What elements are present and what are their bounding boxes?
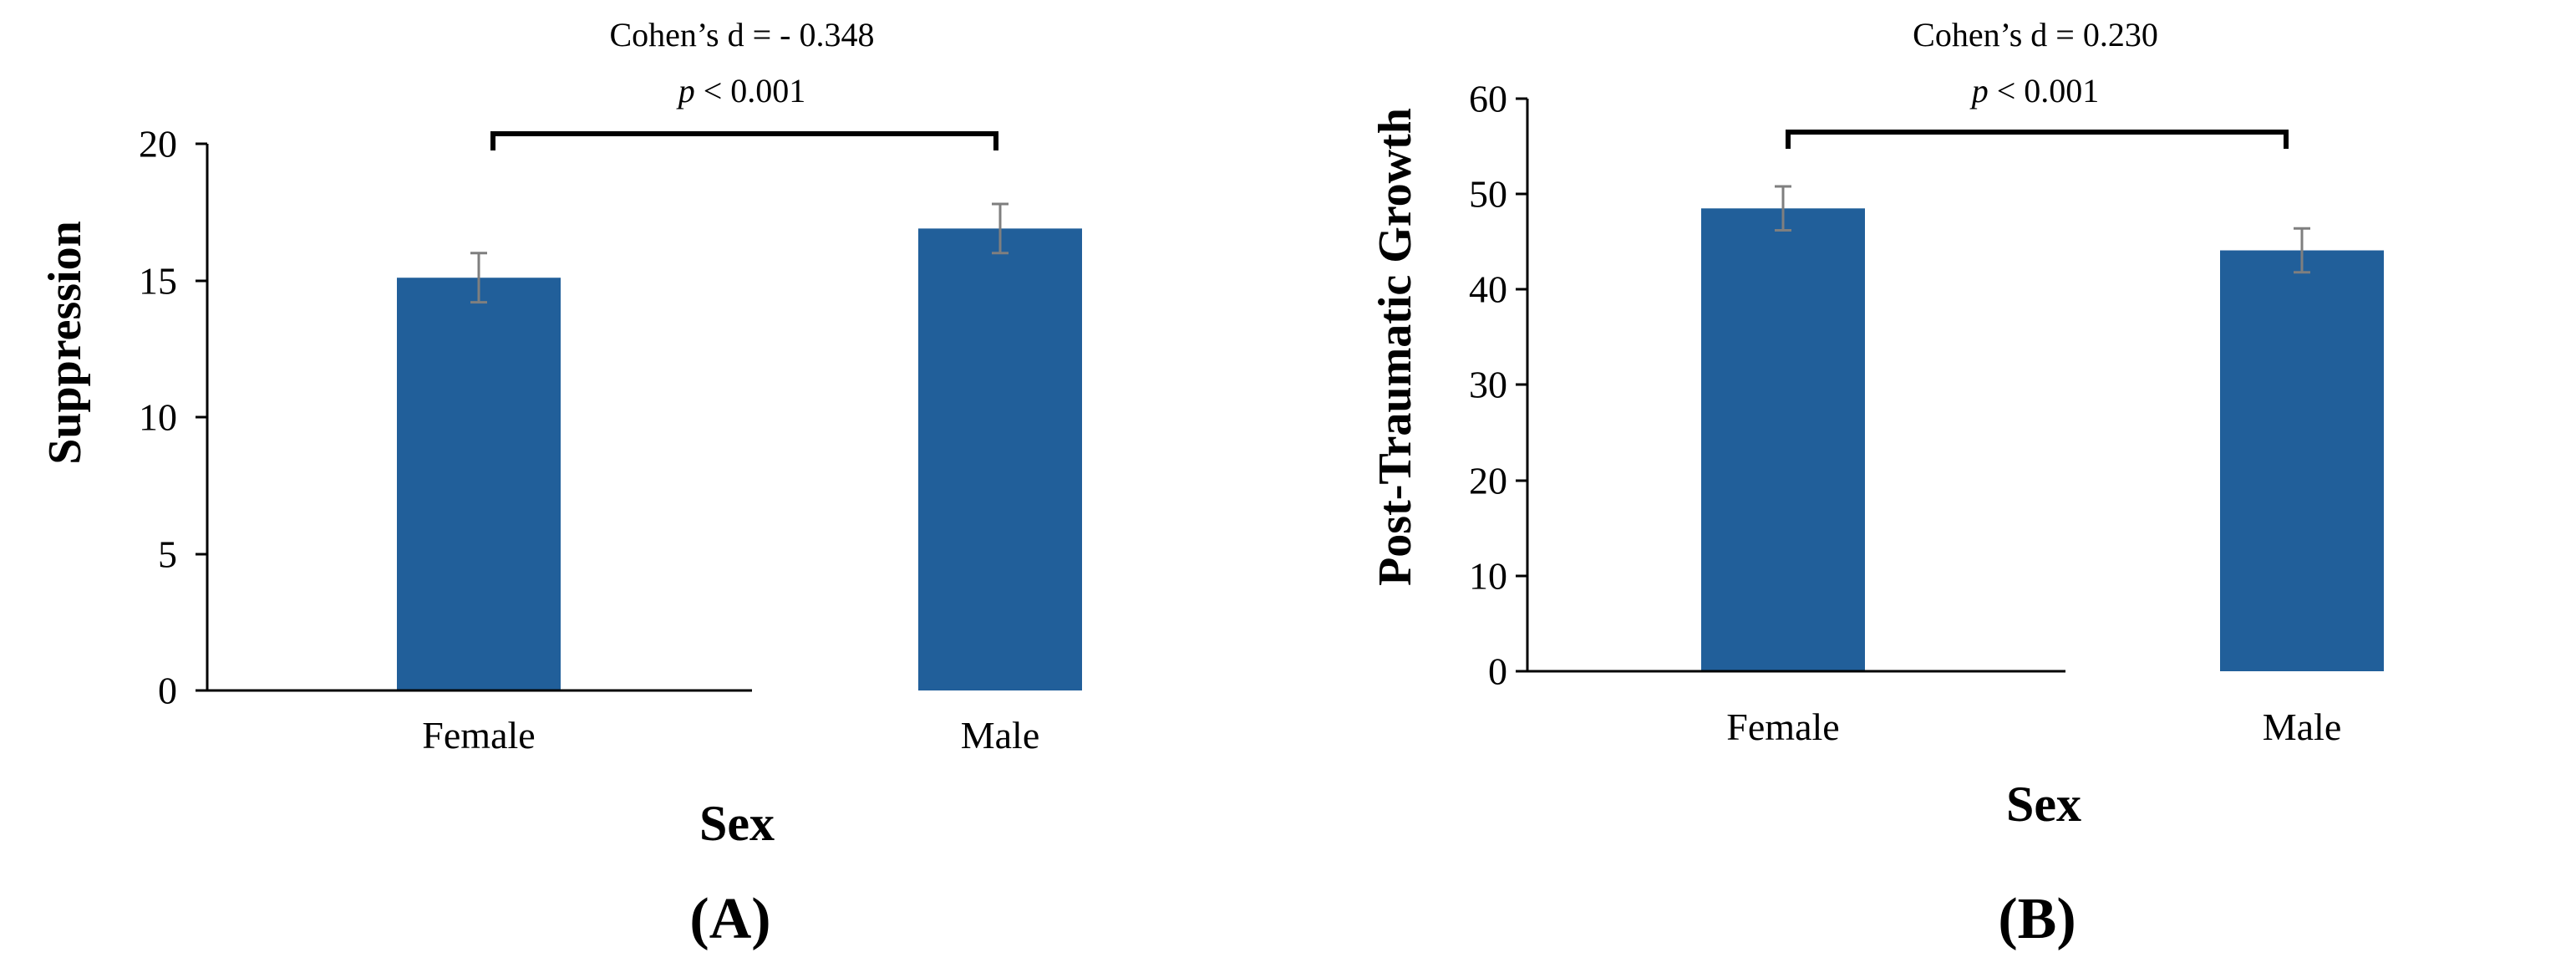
chart-a-p-value-label: p < 0.001 bbox=[676, 72, 806, 110]
chart-a-bar-female bbox=[397, 278, 561, 690]
chart-a-y-tick-labels: 0 5 10 15 20 bbox=[139, 123, 177, 712]
chart-a-p-symbol: p bbox=[676, 72, 695, 110]
chart-b-x-tick-female: Female bbox=[1726, 706, 1839, 748]
chart-a-effect-size-label: Cohen’s d = - 0.348 bbox=[610, 16, 875, 53]
chart-a-error-bar-female bbox=[470, 252, 487, 304]
chart-a-y-axis-title: Suppression bbox=[39, 221, 91, 465]
chart-b-y-tick-marks bbox=[1516, 97, 1527, 673]
chart-b-p-value-label: p < 0.001 bbox=[1969, 72, 2100, 110]
chart-b-error-bar-male bbox=[2294, 227, 2310, 274]
chart-a-y-tick: 20 bbox=[139, 123, 177, 166]
chart-a-y-tick-marks bbox=[196, 142, 207, 692]
chart-b-y-tick: 30 bbox=[1469, 364, 1507, 406]
chart-b-y-tick: 20 bbox=[1469, 460, 1507, 502]
chart-b-x-axis-title: Sex bbox=[2006, 777, 2081, 832]
chart-b-effect-size-label: Cohen’s d = 0.230 bbox=[1913, 16, 2158, 53]
chart-a-x-axis-title: Sex bbox=[699, 796, 775, 851]
chart-a-y-tick: 15 bbox=[139, 260, 177, 303]
chart-b-y-tick: 60 bbox=[1469, 78, 1507, 120]
chart-b-significance-bracket bbox=[1786, 130, 2289, 149]
chart-a-y-tick: 5 bbox=[158, 533, 177, 576]
chart-a-panel-label: (A) bbox=[689, 887, 770, 951]
chart-a-bar-male bbox=[918, 228, 1082, 690]
chart-a: Suppression 0 5 10 15 20 Fe bbox=[39, 16, 1082, 951]
chart-b-y-tick: 10 bbox=[1469, 555, 1507, 598]
chart-b-p-symbol: p bbox=[1969, 72, 1989, 110]
chart-a-x-tick-female: Female bbox=[422, 714, 535, 757]
chart-b-error-bar-female bbox=[1775, 185, 1791, 232]
chart-a-x-tick-male: Male bbox=[961, 714, 1040, 757]
chart-b-y-axis-title: Post-Traumatic Growth bbox=[1369, 108, 1421, 586]
chart-b-bar-male bbox=[2220, 250, 2384, 671]
chart-a-error-bar-male bbox=[992, 202, 1009, 255]
chart-b-x-tick-male: Male bbox=[2263, 706, 2342, 748]
chart-b-y-tick: 50 bbox=[1469, 173, 1507, 216]
chart-a-y-tick: 0 bbox=[158, 670, 177, 712]
chart-b: Post-Traumatic Growth 0 10 20 30 40 50 6… bbox=[1369, 16, 2384, 951]
chart-a-p-value: < 0.001 bbox=[695, 72, 806, 110]
chart-b-y-tick: 0 bbox=[1488, 650, 1507, 693]
chart-b-bar-female bbox=[1701, 208, 1865, 671]
chart-b-y-tick: 40 bbox=[1469, 268, 1507, 311]
chart-b-panel-label: (B) bbox=[1998, 887, 2076, 951]
chart-b-p-value: < 0.001 bbox=[1989, 72, 2100, 110]
chart-b-y-tick-labels: 0 10 20 30 40 50 60 bbox=[1469, 78, 1507, 693]
chart-a-y-tick: 10 bbox=[139, 396, 177, 439]
chart-a-significance-bracket bbox=[490, 131, 998, 150]
